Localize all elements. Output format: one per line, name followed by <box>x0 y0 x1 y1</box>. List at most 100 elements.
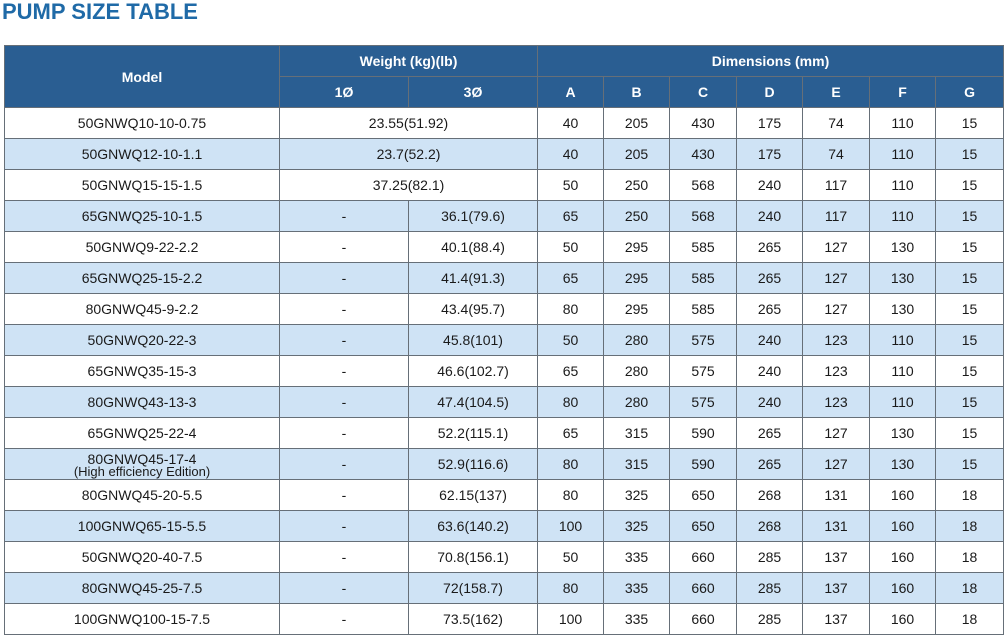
dim-d-cell: 265 <box>736 448 804 480</box>
dim-f-cell: 110 <box>869 200 937 232</box>
pump-size-table: Model Weight (kg)(lb) Dimensions (mm) 1Ø… <box>4 45 1005 635</box>
dim-d-cell: 265 <box>736 262 804 294</box>
dim-f-cell: 110 <box>869 107 937 139</box>
dim-g-cell: 15 <box>935 200 1005 232</box>
table-row: 50GNWQ10-10-0.75 23.55(51.92) 40 205 430… <box>4 107 1005 139</box>
weight-1ph-cell: - <box>279 479 409 511</box>
dim-b-cell: 335 <box>603 603 671 635</box>
dim-g-cell: 15 <box>935 293 1005 325</box>
model-cell: 50GNWQ10-10-0.75 <box>4 107 280 139</box>
dim-a-cell: 65 <box>537 262 605 294</box>
dim-b-cell: 315 <box>603 417 671 449</box>
dim-g-cell: 18 <box>935 572 1005 604</box>
dim-b-cell: 280 <box>603 324 671 356</box>
dim-a-cell: 50 <box>537 169 605 201</box>
weight-3ph-cell: 45.8(101) <box>407 324 539 356</box>
weight-1ph-cell: - <box>279 448 409 480</box>
table-row: 50GNWQ9-22-2.2 - 40.1(88.4) 50 295 585 2… <box>4 231 1005 263</box>
dim-f-cell: 160 <box>869 603 937 635</box>
dim-d-cell: 175 <box>736 138 804 170</box>
model-cell: 50GNWQ20-22-3 <box>4 324 280 356</box>
weight-cell: 23.55(51.92) <box>278 107 539 139</box>
weight-1ph-cell: - <box>279 324 409 356</box>
dim-f-cell: 160 <box>869 572 937 604</box>
weight-3ph-cell: 52.9(116.6) <box>407 448 539 480</box>
table-row: 100GNWQ65-15-5.5 - 63.6(140.2) 100 325 6… <box>4 510 1005 542</box>
dim-g-cell: 15 <box>935 324 1005 356</box>
table-row: 65GNWQ35-15-3 - 46.6(102.7) 65 280 575 2… <box>4 355 1005 387</box>
dim-a-cell: 65 <box>537 200 605 232</box>
model-cell: 50GNWQ12-10-1.1 <box>4 138 280 170</box>
dim-b-cell: 295 <box>603 293 671 325</box>
dim-g-cell: 15 <box>935 386 1005 418</box>
dim-d-cell: 240 <box>736 355 804 387</box>
dim-f-cell: 160 <box>869 510 937 542</box>
dim-a-cell: 40 <box>537 107 605 139</box>
model-name: 80GNWQ45-17-4 <box>87 451 197 467</box>
dim-c-cell: 660 <box>669 572 738 604</box>
model-cell: 80GNWQ45-25-7.5 <box>4 572 280 604</box>
weight-3ph-cell: 43.4(95.7) <box>407 293 539 325</box>
model-cell: 65GNWQ35-15-3 <box>4 355 280 387</box>
dim-e-cell: 74 <box>802 138 871 170</box>
page-title: PUMP SIZE TABLE <box>2 0 198 24</box>
weight-1ph-cell: - <box>279 386 409 418</box>
weight-3ph-cell: 72(158.7) <box>407 572 539 604</box>
dim-e-cell: 123 <box>802 386 871 418</box>
dim-a-cell: 50 <box>537 324 605 356</box>
weight-1ph-cell: - <box>279 231 409 263</box>
header-dim-e: E <box>802 76 871 108</box>
dim-d-cell: 240 <box>736 386 804 418</box>
dim-a-cell: 40 <box>537 138 605 170</box>
model-cell: 50GNWQ15-15-1.5 <box>4 169 280 201</box>
header-dim-c: C <box>669 76 738 108</box>
dim-c-cell: 650 <box>669 479 738 511</box>
table-row: 80GNWQ45-25-7.5 - 72(158.7) 80 335 660 2… <box>4 572 1005 604</box>
dim-g-cell: 15 <box>935 417 1005 449</box>
dim-d-cell: 265 <box>736 417 804 449</box>
table-row: 80GNWQ43-13-3 - 47.4(104.5) 80 280 575 2… <box>4 386 1005 418</box>
dim-b-cell: 250 <box>603 169 671 201</box>
dim-b-cell: 280 <box>603 386 671 418</box>
weight-1ph-cell: - <box>279 510 409 542</box>
dim-g-cell: 18 <box>935 479 1005 511</box>
weight-3ph-cell: 40.1(88.4) <box>407 231 539 263</box>
dim-a-cell: 80 <box>537 479 605 511</box>
dim-g-cell: 18 <box>935 510 1005 542</box>
dim-c-cell: 590 <box>669 417 738 449</box>
model-cell: 100GNWQ65-15-5.5 <box>4 510 280 542</box>
weight-3ph-cell: 41.4(91.3) <box>407 262 539 294</box>
table-row: 80GNWQ45-17-4 (High efficiency Edition) … <box>4 448 1005 480</box>
dim-e-cell: 137 <box>802 541 871 573</box>
table-row: 65GNWQ25-22-4 - 52.2(115.1) 65 315 590 2… <box>4 417 1005 449</box>
dim-c-cell: 430 <box>669 107 738 139</box>
dim-a-cell: 50 <box>537 541 605 573</box>
model-cell: 80GNWQ45-17-4 (High efficiency Edition) <box>4 448 280 480</box>
dim-a-cell: 80 <box>537 572 605 604</box>
dim-d-cell: 240 <box>736 169 804 201</box>
dim-e-cell: 127 <box>802 417 871 449</box>
weight-1ph-cell: - <box>279 603 409 635</box>
dim-c-cell: 650 <box>669 510 738 542</box>
dim-b-cell: 295 <box>603 231 671 263</box>
header-dim-b: B <box>603 76 671 108</box>
header-dim-f: F <box>869 76 937 108</box>
dim-c-cell: 575 <box>669 355 738 387</box>
dim-g-cell: 15 <box>935 231 1005 263</box>
weight-3ph-cell: 36.1(79.6) <box>407 200 539 232</box>
dim-c-cell: 585 <box>669 231 738 263</box>
table-row: 65GNWQ25-15-2.2 - 41.4(91.3) 65 295 585 … <box>4 262 1005 294</box>
model-cell: 65GNWQ25-22-4 <box>4 417 280 449</box>
dim-f-cell: 160 <box>869 541 937 573</box>
weight-3ph-cell: 47.4(104.5) <box>407 386 539 418</box>
dim-g-cell: 15 <box>935 169 1005 201</box>
dim-b-cell: 280 <box>603 355 671 387</box>
dim-c-cell: 590 <box>669 448 738 480</box>
dim-e-cell: 127 <box>802 448 871 480</box>
dim-f-cell: 130 <box>869 293 937 325</box>
weight-1ph-cell: - <box>279 355 409 387</box>
dim-f-cell: 110 <box>869 355 937 387</box>
weight-cell: 37.25(82.1) <box>278 169 539 201</box>
dim-e-cell: 123 <box>802 355 871 387</box>
model-cell: 80GNWQ43-13-3 <box>4 386 280 418</box>
